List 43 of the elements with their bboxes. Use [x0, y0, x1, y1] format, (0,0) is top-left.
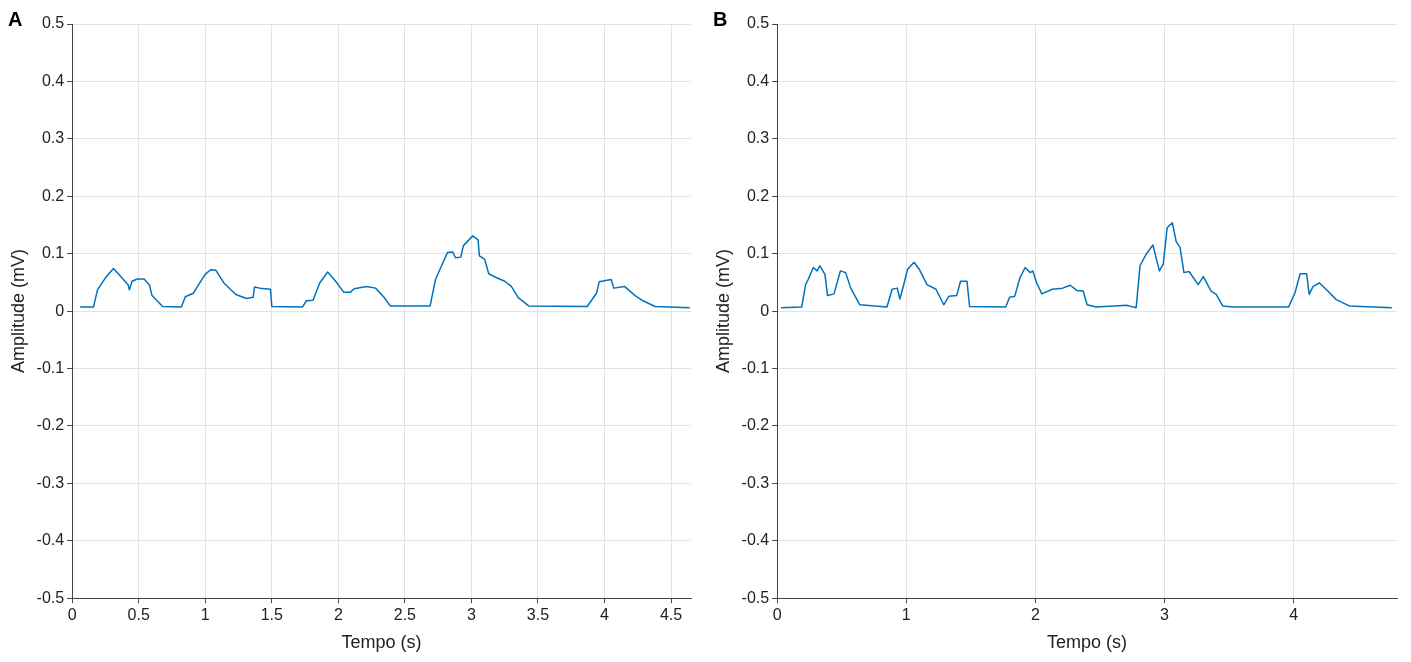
x-tick-label: 0.5 [127, 606, 150, 624]
x-tick-label: 2.5 [393, 606, 417, 624]
x-tick-label: 0 [67, 606, 77, 624]
x-tick-label: 4.5 [659, 606, 683, 624]
y-tick-label: -0.3 [741, 473, 770, 491]
y-tick-label: 0.4 [746, 71, 770, 89]
y-tick-label: -0.5 [36, 588, 65, 606]
y-tick-label: -0.3 [36, 473, 65, 491]
y-tick-label: 0.5 [746, 14, 770, 32]
x-axis-title: Tempo (s) [341, 632, 422, 653]
y-tick-label: -0.5 [741, 588, 770, 606]
y-axis-title: Amplitude (mV) [712, 249, 733, 374]
x-tick-label: 3 [466, 606, 476, 624]
x-tick-label: 2 [1030, 606, 1040, 624]
x-tick-label: 1.5 [260, 606, 284, 624]
y-tick-label: 0.1 [41, 244, 65, 262]
x-tick-label: 1 [901, 606, 911, 624]
y-tick-label: -0.4 [36, 531, 65, 549]
y-tick-label: 0.2 [746, 186, 770, 204]
y-axis-title: Amplitude (mV) [7, 249, 28, 374]
x-tick-label: 4 [600, 606, 610, 624]
y-tick-label: 0.3 [41, 129, 65, 147]
x-tick-label: 3.5 [526, 606, 550, 624]
x-tick-label: 1 [200, 606, 210, 624]
x-axis-title: Tempo (s) [1047, 632, 1128, 653]
chart-title: A [8, 7, 23, 30]
x-tick-label: 4 [1289, 606, 1299, 624]
y-tick-label: 0 [55, 301, 65, 319]
y-tick-label: -0.2 [36, 416, 65, 434]
y-tick-label: 0.5 [41, 14, 65, 32]
x-tick-label: 0 [772, 606, 782, 624]
y-tick-label: -0.4 [741, 531, 770, 549]
x-tick-label: 2 [333, 606, 343, 624]
y-tick-label: -0.2 [741, 416, 770, 434]
y-tick-label: 0 [760, 301, 770, 319]
y-tick-label: -0.1 [741, 358, 770, 376]
chart-title: B [713, 7, 728, 30]
y-tick-label: 0.2 [41, 186, 65, 204]
y-tick-label: 0.4 [41, 71, 65, 89]
y-tick-label: 0.1 [746, 244, 770, 262]
y-tick-label: -0.1 [36, 358, 65, 376]
x-tick-label: 3 [1160, 606, 1170, 624]
y-tick-label: 0.3 [746, 129, 770, 147]
